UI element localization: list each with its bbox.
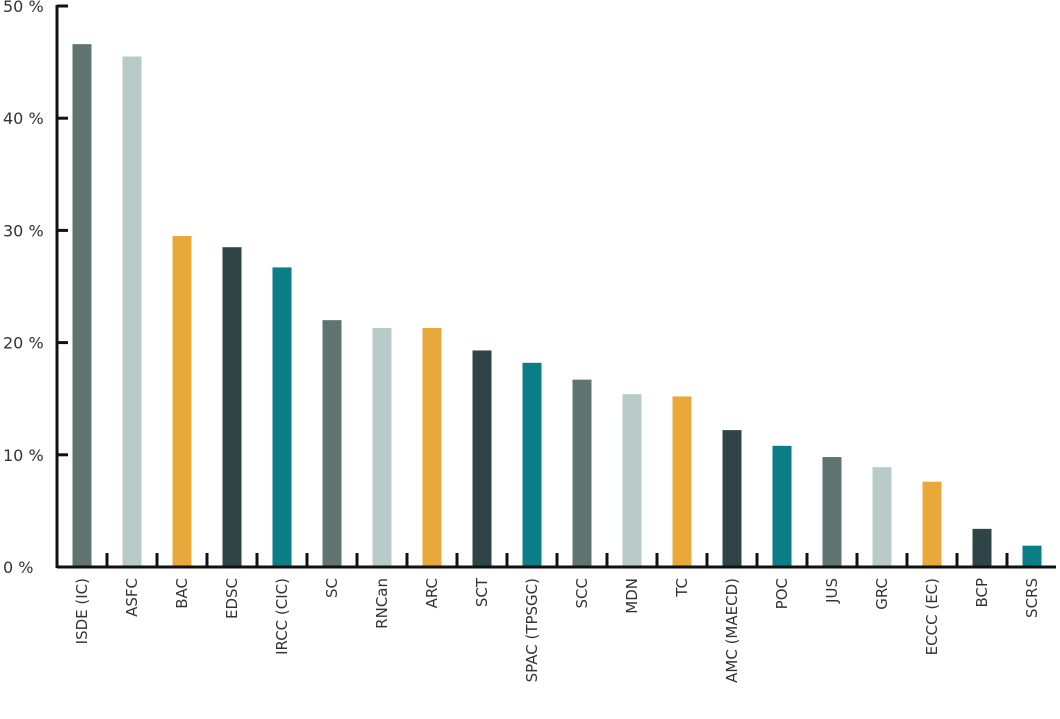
bar	[1022, 545, 1042, 567]
bar	[872, 467, 892, 567]
bar	[522, 362, 542, 567]
x-axis-labels: ISDE (IC) ASFC BAC EDSC IRCC (CIC) SC RNCan ARC…	[73, 577, 1041, 683]
bar	[972, 528, 992, 567]
bar	[372, 328, 392, 567]
x-tick-label: SCC	[573, 578, 591, 608]
bar	[172, 236, 192, 567]
bar	[622, 394, 642, 567]
x-tick-label: SPAC (TPSGC)	[523, 578, 541, 682]
y-tick-label: 30 %	[3, 221, 44, 240]
x-tick-label: BAC	[173, 578, 191, 609]
x-tick-label: ECCC (EC)	[923, 578, 941, 655]
bar	[222, 247, 242, 568]
bar	[272, 267, 292, 567]
bar	[422, 328, 442, 567]
bar	[922, 481, 942, 567]
bar	[822, 457, 842, 567]
x-tick-label: ASFC	[123, 578, 141, 617]
bar	[772, 445, 792, 567]
x-tick-label: MDN	[623, 578, 641, 614]
x-tick-label: GRC	[873, 578, 891, 610]
y-tick-label: 50 %	[3, 0, 44, 16]
x-tick-label: JUS	[823, 578, 841, 604]
x-tick-label: POC	[773, 578, 791, 609]
x-tick-label: SCRS	[1023, 578, 1041, 618]
x-tick-label: EDSC	[223, 578, 241, 619]
x-tick-label: ARC	[423, 578, 441, 608]
y-tick-label: 0 %	[3, 558, 33, 577]
y-tick-label: 40 %	[3, 109, 44, 128]
bar	[322, 320, 342, 567]
bar	[722, 430, 742, 567]
y-tick-label: 20 %	[3, 334, 44, 353]
bar	[72, 44, 92, 567]
x-tick-label: SC	[323, 578, 341, 598]
x-tick-label: IRCC (CIC)	[273, 578, 291, 655]
bar	[472, 350, 492, 567]
x-tick-label: RNCan	[373, 578, 391, 629]
x-axis	[57, 553, 1056, 569]
y-axis: 0 % 10 % 20 % 30 % 40 % 50 %	[3, 0, 68, 577]
x-tick-label: TC	[673, 578, 691, 598]
x-tick-label: AMC (MAECD)	[723, 578, 741, 683]
bars	[72, 44, 1042, 568]
bar	[572, 379, 592, 567]
x-tick-label: ISDE (IC)	[73, 578, 91, 644]
x-tick-label: BCP	[973, 578, 991, 608]
bar	[672, 396, 692, 567]
y-tick-label: 10 %	[3, 446, 44, 465]
bar	[122, 56, 142, 568]
x-tick-label: SCT	[473, 577, 491, 607]
